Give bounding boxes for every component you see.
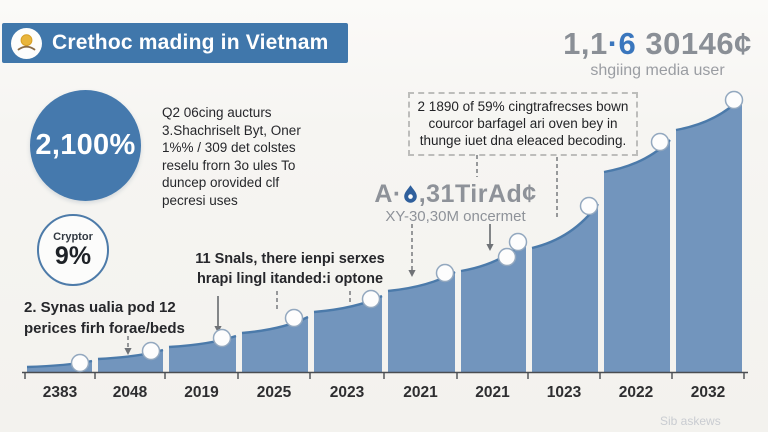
top-stat-part: 30146¢ [636, 26, 752, 61]
callout-box: 2 1890 of 59% cingtrafrecses bown courco… [408, 92, 638, 156]
data-point-marker [212, 328, 232, 348]
area-bar [242, 317, 308, 372]
area-bar [604, 140, 670, 372]
data-point-marker [361, 289, 381, 309]
data-point-marker [70, 353, 90, 373]
top-stat-subtitle: shgiing media user [590, 62, 725, 79]
cryptor-stat-value: 9% [54, 242, 92, 270]
x-axis-label: 1023 [547, 384, 582, 401]
data-point-marker [724, 90, 744, 110]
x-axis-label: 2383 [43, 384, 78, 401]
coin-icon [11, 27, 42, 59]
top-stat: 1,1·6 30146¢ shgiing media user [545, 27, 768, 80]
area-bar [676, 97, 742, 372]
data-point-marker [284, 308, 304, 328]
arrowhead-icon [214, 326, 222, 333]
arrowhead-icon [408, 270, 416, 277]
header-banner: Crethoc mading in Vietnam [2, 23, 348, 63]
growth-stat-circle: 2,100% [30, 90, 141, 201]
mid-stat: A· ,31TirAd¢ XY-30,30M oncermet [353, 181, 558, 225]
mid-stat-prefix: A· [374, 180, 402, 208]
top-stat-part: ·6 [607, 26, 637, 61]
top-stat-part: 1,1 [563, 26, 608, 61]
note-snals: 11 Snals, there ienpi serxes hrapi lingl… [195, 251, 385, 287]
arrowhead-icon [486, 244, 494, 251]
growth-stat-value: 2,100% [35, 129, 136, 161]
x-axis-label: 2025 [257, 384, 292, 401]
watermark-text: Sib askews [660, 414, 721, 428]
top-stat-value: 1,1·6 30146¢ [545, 27, 768, 61]
x-axis-label: 2021 [475, 384, 510, 401]
data-point-marker [497, 247, 517, 267]
x-axis-label: 2032 [691, 384, 725, 401]
data-point-marker [435, 263, 455, 283]
area-bar [388, 272, 455, 372]
area-bar-topline [241, 315, 309, 335]
area-bar [532, 204, 598, 372]
area-bar [314, 296, 382, 372]
data-point-marker [579, 196, 599, 216]
page-title: Crethoc mading in Vietnam [52, 31, 329, 54]
mid-stat-subtitle: XY-30,30M oncermet [385, 208, 526, 225]
x-axis-label: 2048 [113, 384, 148, 401]
data-point-marker [650, 132, 670, 152]
cryptor-stat-circle: Cryptor 9% [37, 214, 109, 286]
note-sunas: 2. Synas ualia pod 12 perices firh forae… [24, 299, 185, 337]
cryptor-stat-label: Cryptor [53, 231, 93, 243]
droplet-icon [403, 184, 418, 204]
x-axis-label: 2019 [184, 384, 219, 401]
arrowhead-icon [124, 348, 132, 355]
area-bar [461, 240, 526, 372]
intro-text: Q2 06cing aucturs 3.Shachriselt Byt, One… [162, 105, 301, 208]
x-axis-label: 2021 [403, 384, 438, 401]
data-point-marker [508, 232, 528, 252]
x-axis-label: 2023 [330, 384, 365, 401]
x-axis-label: 2022 [619, 384, 653, 401]
mid-stat-value: A· ,31TirAd¢ [353, 181, 558, 207]
mid-stat-suffix: ,31TirAd¢ [418, 180, 537, 208]
data-point-marker [141, 341, 161, 361]
